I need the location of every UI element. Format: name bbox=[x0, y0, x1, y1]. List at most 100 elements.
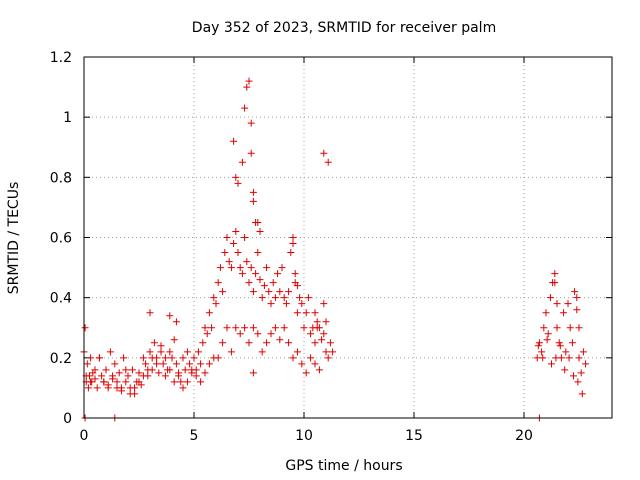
data-point bbox=[267, 330, 275, 338]
y-tick-label: 0.8 bbox=[50, 170, 72, 186]
data-point bbox=[320, 330, 328, 338]
data-point bbox=[548, 360, 555, 368]
data-point bbox=[329, 348, 337, 356]
data-point bbox=[322, 318, 330, 326]
data-point bbox=[247, 119, 255, 127]
data-point bbox=[252, 270, 260, 278]
data-point bbox=[326, 339, 334, 347]
data-point bbox=[298, 300, 306, 308]
data-point bbox=[265, 288, 273, 296]
data-point bbox=[155, 369, 163, 377]
data-point bbox=[269, 279, 277, 287]
data-point bbox=[271, 324, 279, 332]
y-tick-label: 0.6 bbox=[50, 231, 72, 247]
axis-ticks bbox=[83, 56, 612, 419]
x-tick-label: 10 bbox=[295, 428, 313, 444]
data-point bbox=[304, 294, 312, 302]
data-point bbox=[111, 360, 119, 368]
data-point bbox=[322, 348, 330, 356]
data-point bbox=[234, 179, 242, 187]
chart-title: Day 352 of 2023, SRMTID for receiver pal… bbox=[192, 20, 496, 36]
data-point bbox=[534, 342, 542, 350]
data-point bbox=[573, 306, 581, 314]
data-point bbox=[293, 348, 301, 356]
data-point bbox=[574, 378, 582, 386]
data-point bbox=[214, 279, 222, 287]
data-point bbox=[126, 384, 134, 392]
data-point bbox=[106, 348, 114, 356]
data-point bbox=[197, 378, 205, 386]
data-point bbox=[227, 348, 235, 356]
data-point bbox=[241, 104, 249, 112]
data-point bbox=[276, 336, 284, 344]
y-axis-label: SRMTID / TECUs bbox=[6, 182, 22, 295]
data-point bbox=[166, 348, 174, 356]
data-point bbox=[307, 354, 315, 362]
data-point bbox=[117, 384, 125, 392]
data-point bbox=[210, 294, 218, 302]
data-point bbox=[539, 354, 547, 362]
data-point bbox=[91, 375, 99, 383]
data-point bbox=[104, 384, 112, 392]
data-point bbox=[135, 369, 143, 377]
data-point bbox=[551, 270, 559, 278]
data-point bbox=[115, 369, 123, 377]
data-point bbox=[139, 372, 147, 380]
data-point bbox=[561, 366, 569, 374]
data-point bbox=[183, 378, 191, 386]
data-point bbox=[564, 300, 572, 308]
data-point bbox=[109, 372, 117, 380]
data-points bbox=[80, 77, 590, 422]
data-point bbox=[157, 342, 165, 350]
data-point bbox=[566, 324, 574, 332]
data-point bbox=[87, 354, 95, 362]
data-point bbox=[203, 330, 211, 338]
data-point bbox=[131, 390, 139, 398]
data-point bbox=[179, 384, 187, 392]
data-point bbox=[311, 360, 319, 368]
data-point bbox=[219, 339, 227, 347]
data-point bbox=[575, 324, 583, 332]
data-point bbox=[221, 249, 229, 257]
data-point bbox=[161, 372, 169, 380]
data-point bbox=[280, 294, 288, 302]
data-point bbox=[293, 282, 301, 290]
data-point bbox=[175, 369, 183, 377]
data-point bbox=[146, 309, 154, 317]
data-point bbox=[579, 348, 587, 356]
plot-frame bbox=[83, 56, 613, 419]
data-point bbox=[172, 318, 180, 326]
data-point bbox=[249, 369, 257, 377]
data-point bbox=[120, 354, 128, 362]
data-point bbox=[232, 324, 240, 332]
data-point bbox=[289, 234, 297, 241]
data-point bbox=[95, 354, 103, 362]
data-point bbox=[263, 339, 271, 347]
data-point bbox=[190, 354, 198, 362]
data-point bbox=[113, 378, 121, 386]
data-point bbox=[135, 378, 143, 386]
data-point bbox=[236, 264, 244, 272]
data-point bbox=[565, 354, 573, 362]
data-point bbox=[199, 339, 207, 347]
data-point bbox=[256, 276, 264, 284]
data-point bbox=[311, 339, 319, 347]
data-point bbox=[219, 288, 227, 296]
data-point bbox=[313, 318, 321, 326]
data-point bbox=[285, 339, 293, 347]
data-point bbox=[181, 366, 189, 374]
data-point bbox=[205, 309, 213, 317]
data-point bbox=[188, 366, 196, 374]
data-point bbox=[320, 149, 328, 157]
data-point bbox=[122, 366, 130, 374]
data-point bbox=[551, 279, 559, 287]
y-tick-label: 1 bbox=[63, 110, 72, 126]
data-point bbox=[223, 324, 231, 332]
data-point bbox=[230, 137, 238, 145]
data-point bbox=[144, 366, 152, 374]
data-point bbox=[562, 348, 570, 356]
data-point bbox=[238, 270, 246, 278]
x-tick-label: 5 bbox=[190, 428, 199, 444]
data-point bbox=[568, 339, 576, 347]
data-point bbox=[289, 240, 297, 248]
